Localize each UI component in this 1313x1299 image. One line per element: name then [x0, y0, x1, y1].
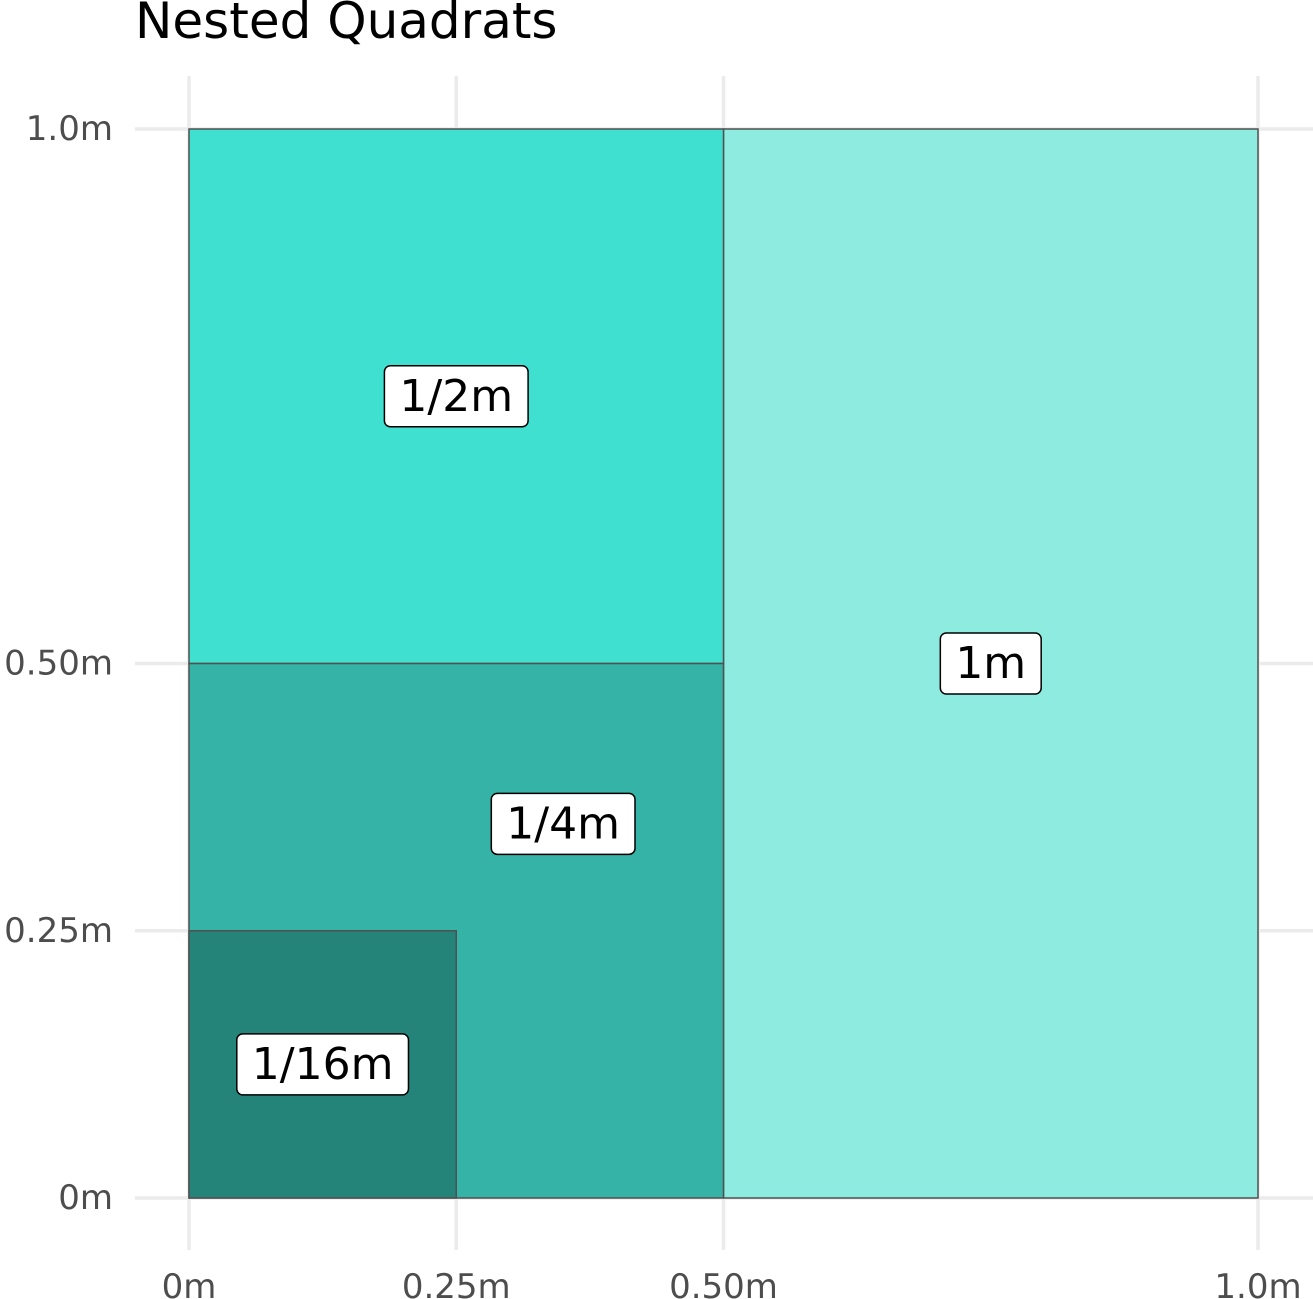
- label-box-1-16m: [236, 1033, 410, 1096]
- label-box-1-2m: [383, 365, 529, 428]
- label-box-1-4m: [490, 792, 636, 856]
- x-tick-label-1-0m: 1.0m: [1214, 1267, 1301, 1299]
- x-tick-label-0-50m: 0.50m: [669, 1267, 778, 1299]
- x-tick-label-0-25m: 0.25m: [402, 1267, 511, 1299]
- label-1-2m: 1/2m: [383, 365, 529, 428]
- chart-title: Nested Quadrats: [135, 0, 558, 50]
- label-text-1-16m: 1/16m: [252, 1039, 394, 1090]
- label-text-1m: 1m: [955, 638, 1026, 689]
- y-tick-label-0-50m: 0.50m: [4, 644, 113, 684]
- x-tick-label-0m: 0m: [162, 1267, 217, 1299]
- label-1-4m: 1/4m: [490, 792, 636, 856]
- y-tick-label-0-25m: 0.25m: [4, 911, 113, 951]
- label-1-16m: 1/16m: [236, 1033, 410, 1096]
- quadrat-labels: 1m 1/2m 1/4m 1/16m: [236, 365, 1042, 1096]
- label-box-1m: [939, 632, 1042, 695]
- y-tick-label-1-0m: 1.0m: [26, 109, 113, 149]
- x-axis-ticks: 0m 0.25m 0.50m 1.0m: [162, 1267, 1302, 1299]
- y-axis-ticks: 0m 0.25m 0.50m 1.0m: [4, 109, 113, 1218]
- y-tick-label-0m: 0m: [58, 1178, 113, 1218]
- label-1m: 1m: [939, 632, 1042, 695]
- label-text-1-4m: 1/4m: [506, 798, 620, 849]
- label-text-1-2m: 1/2m: [399, 371, 513, 422]
